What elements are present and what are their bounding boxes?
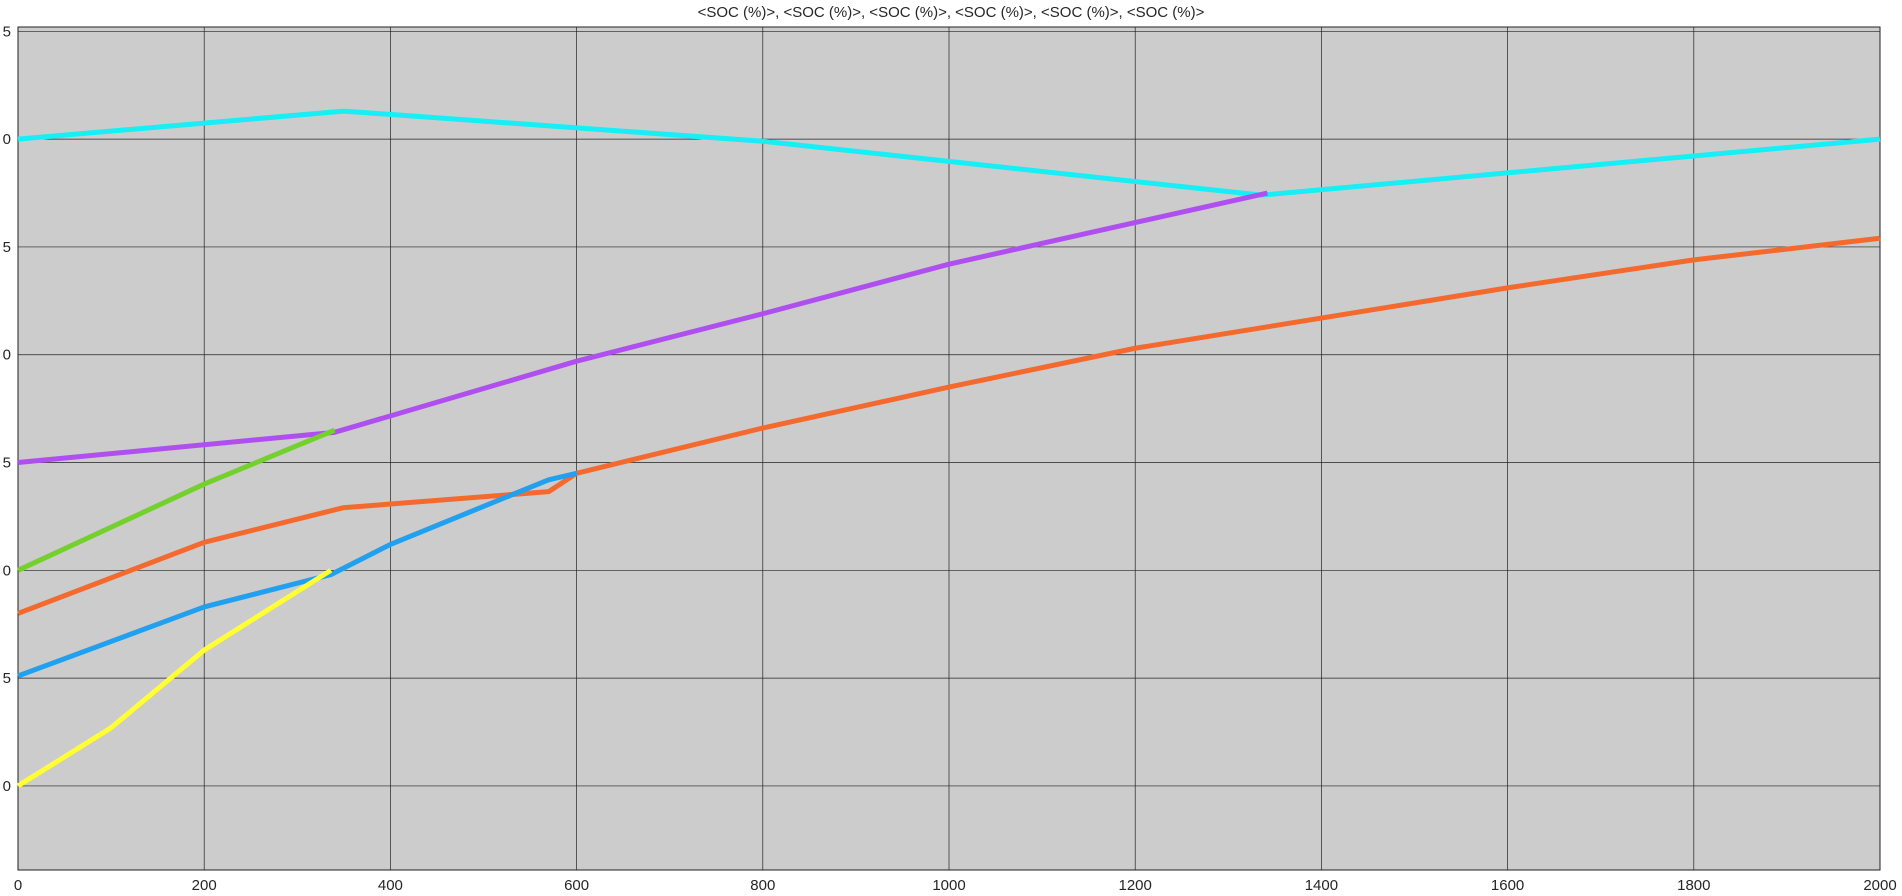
y-tick-label: 5 [3, 455, 11, 472]
chart-title: <SOC (%)>, <SOC (%)>, <SOC (%)>, <SOC (%… [698, 4, 1205, 21]
x-tick-label: 0 [14, 877, 22, 894]
series-line [17, 108, 1881, 198]
x-tick-label: 600 [564, 877, 589, 894]
x-tick-label: 800 [750, 877, 775, 894]
x-tick-label: 1800 [1677, 877, 1710, 894]
x-tick-label: 2000 [1863, 877, 1896, 894]
y-tick-label: 0 [3, 131, 11, 148]
x-tick-label: 400 [378, 877, 403, 894]
series-line [16, 427, 336, 573]
y-tick-label: 5 [3, 23, 11, 40]
x-tick-label: 200 [192, 877, 217, 894]
x-tick-label: 1600 [1491, 877, 1524, 894]
x-tick-label: 1200 [1119, 877, 1152, 894]
x-tick-label: 1000 [932, 877, 965, 894]
series-line [17, 235, 1881, 616]
x-tick-label: 1400 [1305, 877, 1338, 894]
plot-border [17, 26, 1881, 871]
series-line [16, 568, 333, 789]
y-tick-label: 0 [3, 562, 11, 579]
y-tick-label: 5 [3, 670, 11, 687]
series-line [17, 470, 578, 679]
y-tick-label: 5 [3, 239, 11, 256]
series-line [17, 190, 1268, 466]
y-tick-label: 0 [3, 347, 11, 364]
y-tick-label: 0 [3, 778, 11, 795]
